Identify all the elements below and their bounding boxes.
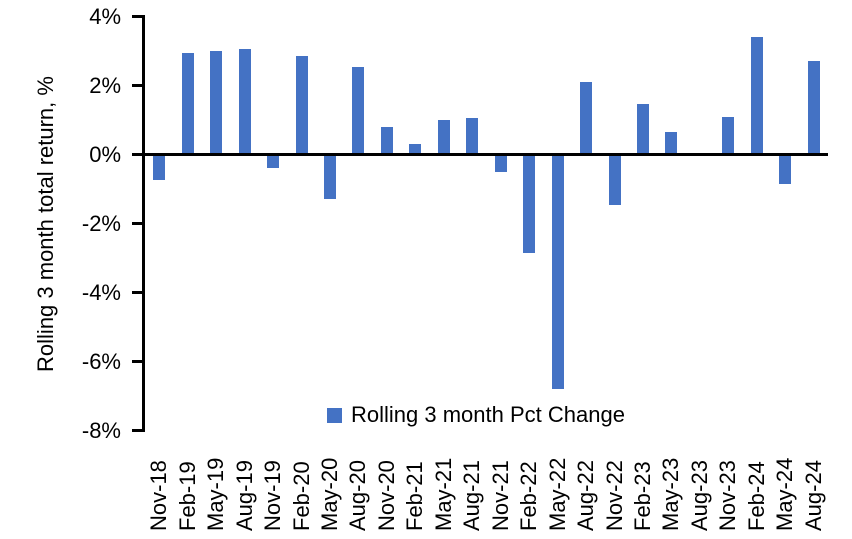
x-tick-label-Aug-20: Aug-20: [345, 460, 371, 531]
x-tick-label-Aug-19: Aug-19: [231, 460, 257, 531]
x-tick-label-Feb-24: Feb-24: [743, 461, 769, 531]
bar-Aug-24: [807, 61, 820, 155]
x-tick-label-Nov-19: Nov-19: [260, 460, 286, 531]
y-tick-label: -4%: [81, 279, 121, 305]
bar-Aug-21: [466, 118, 479, 155]
bar-May-19: [210, 51, 223, 155]
x-tick-label-Nov-20: Nov-20: [373, 460, 399, 531]
x-tick-label-Aug-23: Aug-23: [686, 460, 712, 531]
x-tick-label-May-20: May-20: [316, 457, 342, 531]
bar-Aug-19: [238, 49, 251, 155]
bar-Nov-19: [267, 154, 280, 169]
x-tick-label-Feb-20: Feb-20: [288, 461, 314, 531]
x-tick-label-May-22: May-22: [544, 457, 570, 531]
bar-Aug-20: [352, 66, 365, 155]
legend-marker-icon: [327, 407, 342, 423]
bar-Nov-21: [494, 154, 507, 172]
y-tick-mark: [132, 429, 142, 432]
y-tick-mark: [132, 222, 142, 225]
bar-May-21: [437, 120, 450, 155]
bar-Nov-18: [153, 154, 166, 181]
bar-May-23: [665, 132, 678, 155]
bar-Nov-20: [380, 126, 393, 155]
y-tick-label: 2%: [89, 72, 121, 98]
y-tick-label: -2%: [81, 210, 121, 236]
bar-Feb-19: [181, 52, 194, 155]
y-tick-label: -6%: [81, 348, 121, 374]
x-tick-label-Nov-22: Nov-22: [601, 460, 627, 531]
y-tick-mark: [132, 291, 142, 294]
legend: Rolling 3 month Pct Change: [327, 402, 625, 428]
legend-label: Rolling 3 month Pct Change: [351, 402, 625, 427]
bar-Nov-22: [608, 154, 621, 205]
y-tick-mark: [132, 360, 142, 363]
bar-May-22: [551, 154, 564, 390]
x-tick-label-Feb-23: Feb-23: [630, 461, 656, 531]
x-tick-label-Nov-23: Nov-23: [715, 460, 741, 531]
x-tick-label-May-21: May-21: [430, 457, 456, 531]
bar-Aug-22: [580, 82, 593, 155]
x-axis-zero-line: [142, 153, 828, 156]
x-tick-label-Feb-22: Feb-22: [516, 461, 542, 531]
bar-Nov-23: [722, 116, 735, 155]
x-tick-label-Aug-22: Aug-22: [573, 460, 599, 531]
x-tick-label-May-19: May-19: [203, 457, 229, 531]
bar-May-24: [779, 154, 792, 184]
bar-Feb-23: [637, 104, 650, 155]
bar-May-20: [323, 154, 336, 200]
x-tick-label-May-23: May-23: [658, 457, 684, 531]
x-tick-label-Aug-24: Aug-24: [800, 460, 826, 531]
bar-Feb-21: [409, 144, 422, 155]
y-tick-label: 4%: [89, 3, 121, 29]
y-tick-label: -8%: [81, 417, 121, 443]
y-tick-mark: [132, 153, 142, 156]
x-tick-label-Aug-21: Aug-21: [459, 460, 485, 531]
bar-Feb-22: [523, 154, 536, 253]
x-tick-label-Feb-19: Feb-19: [174, 461, 200, 531]
y-tick-mark: [132, 15, 142, 18]
x-tick-label-May-24: May-24: [772, 457, 798, 531]
x-tick-label-Nov-21: Nov-21: [487, 460, 513, 531]
bar-Feb-24: [750, 37, 763, 155]
y-tick-mark: [132, 84, 142, 87]
y-axis-line: [142, 15, 145, 432]
x-tick-label-Nov-18: Nov-18: [146, 460, 172, 531]
y-tick-label: 0%: [89, 141, 121, 167]
bar-Feb-20: [295, 56, 308, 155]
x-tick-label-Feb-21: Feb-21: [402, 461, 428, 531]
